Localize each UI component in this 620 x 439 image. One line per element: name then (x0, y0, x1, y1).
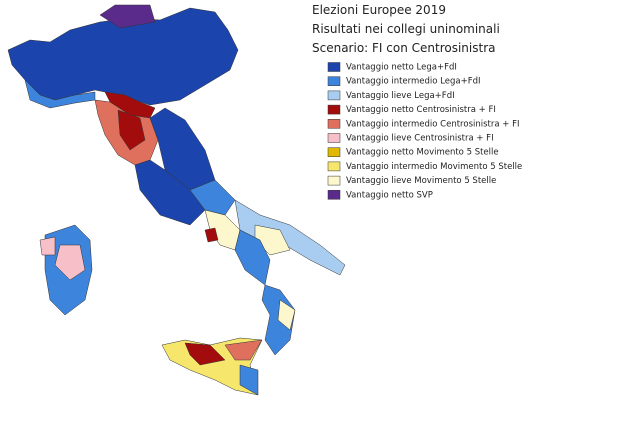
region (39, 236, 56, 256)
legend-label: Vantaggio intermedio Movimento 5 Stelle (346, 162, 522, 172)
region (24, 79, 96, 109)
legend-swatch (327, 104, 341, 115)
legend-swatch (327, 76, 341, 86)
legend-swatch (327, 175, 341, 186)
subtitle: Risultati nei collegi uninominali (312, 22, 500, 36)
legend-label: Vantaggio netto Movimento 5 Stelle (346, 148, 499, 158)
legend-swatch (327, 62, 341, 72)
region (277, 299, 296, 331)
region (239, 364, 259, 396)
legend-swatch (327, 161, 341, 172)
region (184, 342, 226, 366)
legend-swatch (327, 133, 341, 143)
legend-label: Vantaggio lieve Centrosinistra + FI (346, 134, 494, 144)
legend-swatch (327, 119, 341, 129)
legend-label: Vantaggio lieve Movimento 5 Stelle (346, 176, 496, 186)
legend: Vantaggio netto Lega+FdI Vantaggio interm… (327, 62, 522, 200)
legend-label: Vantaggio netto SVP (346, 190, 433, 200)
title: Elezioni Europee 2019 (312, 3, 446, 17)
legend-swatch (327, 147, 341, 157)
region (117, 109, 146, 151)
legend-label: Vantaggio intermedio Centrosinistra + FI (346, 119, 520, 129)
legend-label: Vantaggio netto Centrosinistra + FI (346, 105, 496, 115)
region (99, 4, 156, 29)
region (224, 339, 263, 361)
region (189, 179, 236, 216)
region (54, 244, 86, 281)
region (204, 227, 219, 243)
legend-label: Vantaggio lieve Lega+FdI (346, 91, 455, 101)
legend-swatch (327, 90, 341, 101)
legend-label: Vantaggio netto Lega+FdI (346, 63, 457, 73)
scenario: Scenario: FI con Centrosinistra (312, 41, 496, 55)
legend-swatch (327, 190, 341, 200)
map (7, 4, 346, 396)
legend-label: Vantaggio intermedio Lega+FdI (346, 77, 481, 87)
